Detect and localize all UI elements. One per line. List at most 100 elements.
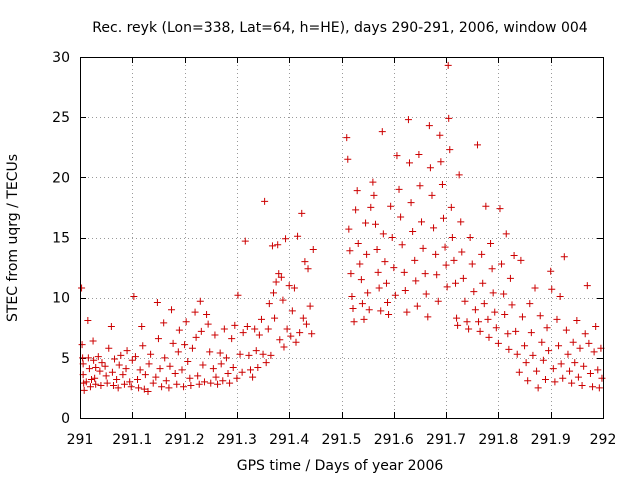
data-point (403, 308, 411, 316)
data-point (187, 382, 195, 390)
data-point (279, 296, 287, 304)
data-point (288, 307, 296, 315)
data-point (275, 270, 283, 278)
data-point (207, 379, 215, 387)
data-point (175, 326, 183, 334)
x-tick-label: 291.8 (478, 432, 518, 448)
data-point (400, 268, 408, 276)
data-point (136, 366, 144, 374)
data-point (421, 270, 429, 278)
data-point (145, 360, 153, 368)
data-point (391, 291, 399, 299)
data-point (195, 380, 203, 388)
data-point (178, 366, 186, 374)
data-point (349, 304, 357, 312)
data-point (384, 298, 392, 306)
data-point (598, 374, 606, 382)
data-point (114, 384, 122, 392)
data-point (559, 374, 567, 382)
data-point (466, 234, 474, 241)
data-point (522, 359, 530, 367)
data-point (437, 158, 445, 166)
data-point (549, 365, 557, 373)
data-point (455, 171, 463, 179)
data-point (356, 260, 364, 268)
data-point (299, 314, 307, 322)
data-point (527, 329, 535, 337)
data-point (243, 323, 251, 331)
data-point (203, 311, 211, 319)
data-point (512, 327, 520, 335)
data-point (135, 384, 143, 392)
data-point (199, 361, 207, 369)
data-point (261, 197, 269, 205)
data-point (298, 209, 306, 217)
y-tick-label: 30 (52, 50, 70, 66)
data-point (589, 383, 597, 391)
data-point (562, 326, 570, 334)
data-point (569, 338, 577, 346)
data-point (209, 365, 217, 373)
data-point (234, 291, 242, 299)
data-point (595, 384, 603, 392)
data-point (160, 319, 168, 327)
data-point (556, 292, 564, 300)
data-point (251, 325, 259, 333)
data-point (212, 373, 220, 381)
data-point (441, 243, 449, 251)
data-point (128, 356, 136, 364)
data-point (580, 362, 588, 370)
data-point (102, 372, 110, 380)
data-point (304, 265, 312, 273)
data-point (165, 384, 173, 392)
data-point (541, 375, 549, 383)
data-point (543, 324, 551, 332)
data-point (354, 240, 362, 248)
data-point (425, 122, 433, 130)
data-point (181, 341, 189, 349)
data-point (416, 182, 424, 190)
data-point (96, 367, 104, 375)
data-point (231, 321, 239, 329)
data-point (568, 379, 576, 387)
data-point (448, 234, 456, 241)
data-point (500, 290, 508, 298)
data-point (468, 260, 476, 268)
data-point (153, 298, 161, 306)
data-point (390, 264, 398, 272)
data-point (245, 351, 253, 359)
data-point (252, 347, 260, 355)
data-point (229, 363, 237, 371)
data-point (141, 371, 149, 379)
data-point (254, 363, 262, 371)
data-point (430, 224, 438, 232)
data-point (186, 374, 194, 382)
data-point (458, 248, 466, 256)
data-point (547, 267, 555, 275)
data-point (365, 306, 373, 314)
data-point (228, 335, 236, 343)
data-point (557, 360, 565, 368)
data-point (447, 203, 455, 211)
data-point (276, 336, 284, 344)
data-point (452, 279, 460, 287)
data-point (418, 218, 426, 226)
data-point (226, 379, 234, 387)
data-point (270, 289, 278, 297)
data-point (529, 351, 537, 359)
data-point (379, 230, 387, 238)
data-point (531, 284, 539, 292)
data-point (521, 342, 529, 350)
data-point (161, 354, 169, 362)
data-point (357, 276, 365, 284)
data-point (105, 344, 113, 352)
data-point (443, 283, 451, 291)
data-point (505, 345, 513, 353)
data-point (571, 359, 579, 367)
data-point (453, 314, 461, 322)
data-point (287, 332, 295, 340)
data-point (84, 317, 92, 325)
y-tick-labels: 0 5 10 15 20 25 30 (52, 50, 70, 427)
data-point (108, 368, 116, 376)
data-point (130, 292, 138, 300)
